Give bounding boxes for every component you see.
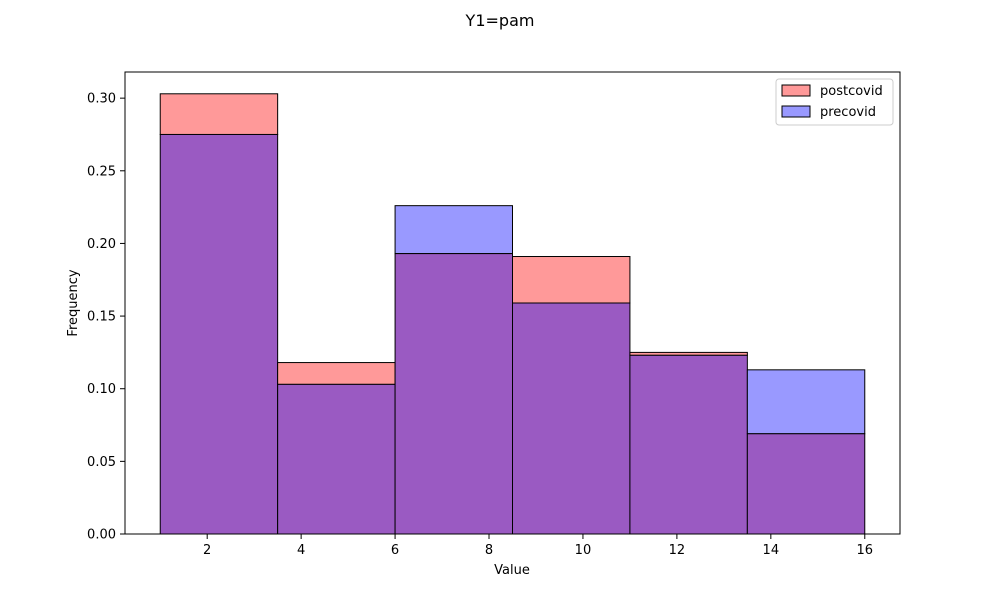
y-axis-label: Frequency (66, 269, 81, 336)
y-tick-label: 0.25 (87, 164, 116, 179)
legend-swatch-postcovid (781, 84, 811, 97)
y-tick-label: 0.05 (87, 455, 116, 470)
y-tick-label: 0.30 (87, 92, 116, 107)
bar-overlap-0 (159, 133, 279, 535)
bar-postcovid-1 (277, 362, 396, 385)
x-tick-label: 10 (575, 543, 592, 558)
x-axis-ticks: 2 4 6 8 10 12 14 16 (203, 534, 873, 558)
y-tick-label: 0.15 (87, 310, 116, 325)
bar-postcovid-0 (159, 93, 279, 135)
legend: postcovid precovid (775, 78, 894, 126)
x-axis-label: Value (494, 563, 530, 578)
x-tick-label: 4 (297, 543, 305, 558)
y-tick-label: 0.00 (87, 528, 116, 543)
y-axis-ticks: 0.00 0.05 0.10 0.15 0.20 0.25 0.30 (87, 92, 125, 543)
bar-overlap-1 (277, 383, 396, 535)
x-tick-label: 8 (485, 543, 493, 558)
axes-frame (124, 71, 901, 535)
chart-title: Y1=pam (465, 11, 535, 30)
legend-swatch-precovid (781, 105, 811, 118)
x-tick-label: 12 (669, 543, 686, 558)
bar-postcovid-3 (512, 256, 631, 304)
bar-overlap-5 (746, 433, 866, 535)
bar-overlap-2 (394, 253, 513, 535)
legend-label-postcovid: postcovid (820, 84, 883, 99)
bar-precovid-5 (746, 369, 866, 435)
bar-precovid-2 (394, 205, 513, 255)
y-tick-label: 0.20 (87, 237, 116, 252)
bar-overlap-4 (629, 354, 748, 535)
x-tick-label: 6 (391, 543, 399, 558)
y-tick-label: 0.10 (87, 382, 116, 397)
x-tick-label: 14 (763, 543, 780, 558)
x-tick-label: 2 (203, 543, 211, 558)
x-tick-label: 16 (856, 543, 873, 558)
legend-label-precovid: precovid (820, 105, 876, 120)
bar-overlap-3 (512, 302, 631, 535)
bars-layer (159, 93, 866, 535)
